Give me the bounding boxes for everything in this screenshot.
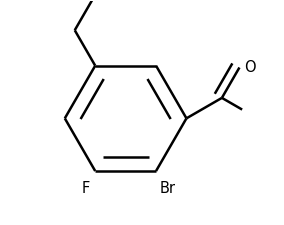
Text: O: O [244, 60, 256, 75]
Text: F: F [82, 181, 90, 196]
Text: Br: Br [160, 181, 176, 196]
